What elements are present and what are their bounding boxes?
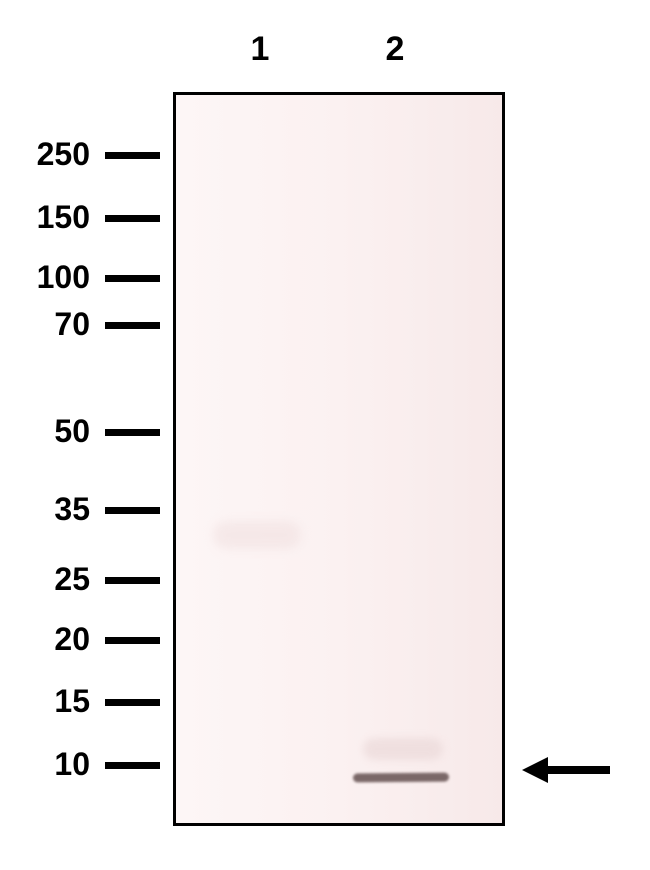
mw-tick-250 bbox=[105, 152, 160, 159]
band-lane1-2 bbox=[213, 521, 301, 549]
arrow-head bbox=[522, 757, 548, 783]
lane-label-2: 2 bbox=[365, 30, 425, 69]
mw-label-10: 10 bbox=[54, 746, 90, 783]
mw-label-15: 15 bbox=[54, 683, 90, 720]
mw-label-50: 50 bbox=[54, 413, 90, 450]
mw-tick-15 bbox=[105, 699, 160, 706]
mw-tick-20 bbox=[105, 637, 160, 644]
mw-label-70: 70 bbox=[54, 306, 90, 343]
mw-label-100: 100 bbox=[37, 259, 90, 296]
mw-tick-25 bbox=[105, 577, 160, 584]
blot-background bbox=[176, 95, 502, 823]
mw-tick-70 bbox=[105, 322, 160, 329]
mw-tick-50 bbox=[105, 429, 160, 436]
mw-label-35: 35 bbox=[54, 491, 90, 528]
mw-label-150: 150 bbox=[37, 199, 90, 236]
band-lane2-1 bbox=[363, 738, 443, 760]
band-arrow bbox=[522, 757, 610, 783]
mw-tick-100 bbox=[105, 275, 160, 282]
lane-label-1: 1 bbox=[230, 30, 290, 69]
band-lane2-0 bbox=[353, 773, 449, 783]
mw-label-250: 250 bbox=[37, 136, 90, 173]
arrow-shaft bbox=[548, 766, 610, 774]
mw-tick-35 bbox=[105, 507, 160, 514]
blot-membrane bbox=[173, 92, 505, 826]
mw-tick-10 bbox=[105, 762, 160, 769]
mw-label-20: 20 bbox=[54, 621, 90, 658]
western-blot-figure: 1 2 250 150 100 70 50 35 25 20 15 10 bbox=[0, 0, 650, 870]
mw-label-25: 25 bbox=[54, 561, 90, 598]
mw-tick-150 bbox=[105, 215, 160, 222]
